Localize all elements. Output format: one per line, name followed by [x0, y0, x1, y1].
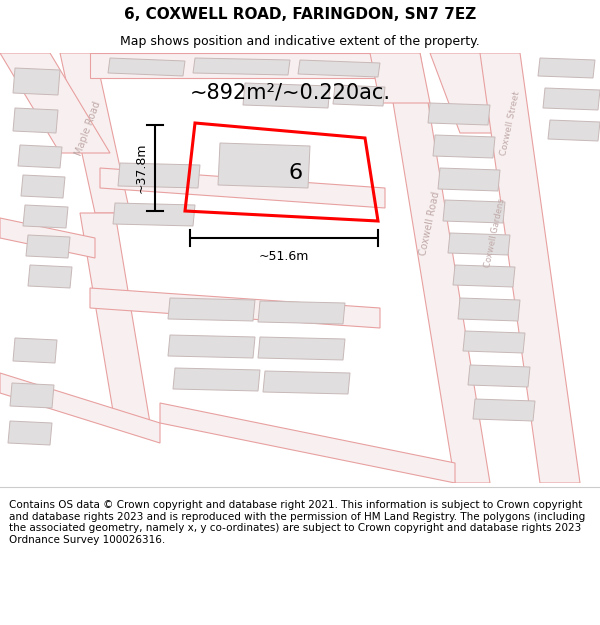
Polygon shape	[13, 68, 60, 95]
Polygon shape	[168, 298, 255, 321]
Polygon shape	[258, 337, 345, 360]
Polygon shape	[333, 85, 385, 106]
Polygon shape	[258, 301, 345, 324]
Polygon shape	[463, 331, 525, 353]
Polygon shape	[10, 383, 54, 408]
Polygon shape	[430, 53, 520, 133]
Polygon shape	[0, 373, 160, 443]
Polygon shape	[173, 368, 260, 391]
Polygon shape	[543, 88, 600, 110]
Polygon shape	[108, 58, 185, 76]
Polygon shape	[468, 365, 530, 387]
Polygon shape	[13, 108, 58, 133]
Polygon shape	[298, 60, 380, 77]
Polygon shape	[21, 175, 65, 198]
Polygon shape	[193, 58, 290, 75]
Polygon shape	[113, 203, 195, 226]
Text: Maple Road: Maple Road	[74, 99, 103, 156]
Polygon shape	[28, 265, 72, 288]
Polygon shape	[385, 53, 490, 483]
Polygon shape	[168, 335, 255, 358]
Polygon shape	[473, 399, 535, 421]
Text: Map shows position and indicative extent of the property.: Map shows position and indicative extent…	[120, 35, 480, 48]
Text: ~37.8m: ~37.8m	[134, 142, 148, 193]
Polygon shape	[433, 135, 495, 158]
Polygon shape	[480, 53, 580, 483]
Polygon shape	[118, 163, 200, 188]
Polygon shape	[80, 213, 150, 423]
Polygon shape	[0, 53, 110, 153]
Text: Contains OS data © Crown copyright and database right 2021. This information is : Contains OS data © Crown copyright and d…	[9, 500, 585, 545]
Polygon shape	[438, 168, 500, 191]
Polygon shape	[13, 338, 57, 363]
Polygon shape	[218, 143, 310, 188]
Text: Coxwell Road: Coxwell Road	[418, 190, 442, 256]
Polygon shape	[243, 83, 330, 108]
Polygon shape	[448, 233, 510, 255]
Polygon shape	[428, 103, 490, 125]
Polygon shape	[453, 265, 515, 287]
Polygon shape	[160, 403, 455, 483]
Polygon shape	[263, 371, 350, 394]
Polygon shape	[26, 235, 70, 258]
Text: Coxwell Street: Coxwell Street	[499, 90, 521, 156]
Polygon shape	[538, 58, 595, 78]
Polygon shape	[60, 53, 130, 213]
Polygon shape	[90, 53, 395, 78]
Polygon shape	[18, 145, 62, 168]
Polygon shape	[23, 205, 68, 228]
Text: ~892m²/~0.220ac.: ~892m²/~0.220ac.	[190, 83, 391, 103]
Polygon shape	[443, 200, 505, 223]
Text: 6, COXWELL ROAD, FARINGDON, SN7 7EZ: 6, COXWELL ROAD, FARINGDON, SN7 7EZ	[124, 8, 476, 22]
Polygon shape	[100, 168, 385, 208]
Text: ~51.6m: ~51.6m	[259, 249, 309, 262]
Polygon shape	[458, 298, 520, 321]
Polygon shape	[0, 218, 95, 258]
Text: 6: 6	[289, 163, 303, 183]
Polygon shape	[370, 53, 430, 103]
Text: Coxwell Gardens: Coxwell Gardens	[483, 198, 507, 269]
Polygon shape	[8, 421, 52, 445]
Polygon shape	[90, 288, 380, 328]
Polygon shape	[548, 120, 600, 141]
